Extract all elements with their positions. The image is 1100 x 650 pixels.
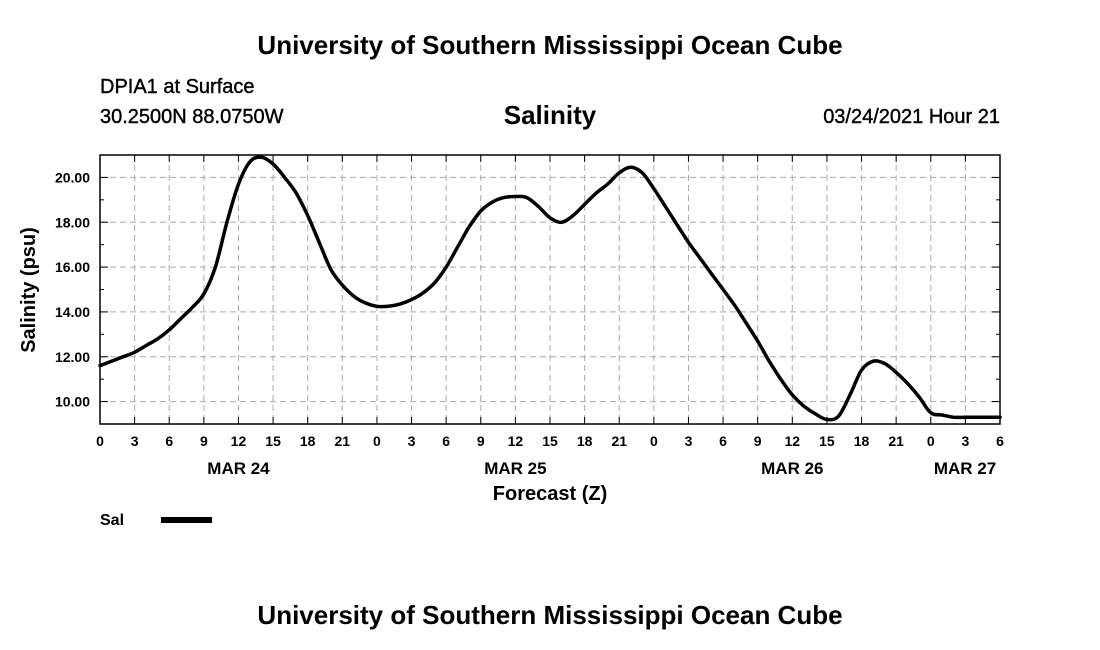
x-tick-label: 18 xyxy=(854,433,870,449)
timestamp-label: 03/24/2021 Hour 21 xyxy=(823,106,1000,128)
x-tick-label: 21 xyxy=(611,433,627,449)
x-tick-label: 3 xyxy=(685,433,693,449)
x-tick-label: 6 xyxy=(442,433,450,449)
y-tick-label: 18.00 xyxy=(55,214,90,230)
x-tick-label: 3 xyxy=(408,433,416,449)
x-tick-label: 12 xyxy=(231,433,247,449)
coordinates-label: 30.2500N 88.0750W xyxy=(100,106,284,128)
x-tick-label: 12 xyxy=(508,433,524,449)
x-tick-label: 21 xyxy=(335,433,351,449)
y-tick-label: 20.00 xyxy=(55,169,90,185)
x-tick-label: 0 xyxy=(927,433,935,449)
footer-title: University of Southern Mississippi Ocean… xyxy=(257,600,843,630)
y-tick-label: 16.00 xyxy=(55,259,90,275)
y-tick-label: 14.00 xyxy=(55,304,90,320)
axis-labels: 0 3 6 9 12 15 18 21 0 3 6 9 12 15 18 21 0 3 6 9 12 15 18 21 0 3 6M… xyxy=(55,169,1004,478)
x-tick-label: 9 xyxy=(477,433,485,449)
x-tick-label: 21 xyxy=(888,433,904,449)
x-tick-label: 18 xyxy=(300,433,316,449)
x-axis-title: Forecast (Z) xyxy=(493,483,607,505)
x-date-label: MAR 26 xyxy=(761,459,823,478)
x-date-label: MAR 25 xyxy=(484,459,546,478)
y-axis-title: Salinity (psu) xyxy=(18,227,40,353)
x-tick-label: 6 xyxy=(719,433,727,449)
x-tick-label: 3 xyxy=(961,433,969,449)
x-tick-label: 0 xyxy=(373,433,381,449)
grid xyxy=(100,155,1000,424)
page-title: University of Southern Mississippi Ocean… xyxy=(257,30,843,60)
legend: Sal xyxy=(100,512,212,529)
x-tick-label: 15 xyxy=(542,433,558,449)
x-tick-label: 3 xyxy=(131,433,139,449)
chart-title: Salinity xyxy=(503,100,597,130)
station-label: DPIA1 at Surface xyxy=(100,76,255,98)
series-layer xyxy=(98,155,1002,422)
x-tick-label: 9 xyxy=(754,433,762,449)
x-tick-label: 6 xyxy=(996,433,1004,449)
x-tick-label: 15 xyxy=(819,433,835,449)
x-tick-label: 0 xyxy=(650,433,658,449)
series-line-sal xyxy=(98,155,1002,422)
x-tick-label: 15 xyxy=(265,433,281,449)
y-tick-label: 10.00 xyxy=(55,394,90,410)
x-tick-label: 18 xyxy=(577,433,593,449)
x-date-label: MAR 27 xyxy=(934,459,996,478)
y-tick-label: 12.00 xyxy=(55,349,90,365)
x-tick-label: 12 xyxy=(785,433,801,449)
x-tick-label: 0 xyxy=(96,433,104,449)
x-tick-label: 9 xyxy=(200,433,208,449)
x-tick-label: 6 xyxy=(165,433,173,449)
x-date-label: MAR 24 xyxy=(207,459,270,478)
legend-label-sal: Sal xyxy=(100,512,124,529)
axis-ticks xyxy=(99,154,1001,425)
